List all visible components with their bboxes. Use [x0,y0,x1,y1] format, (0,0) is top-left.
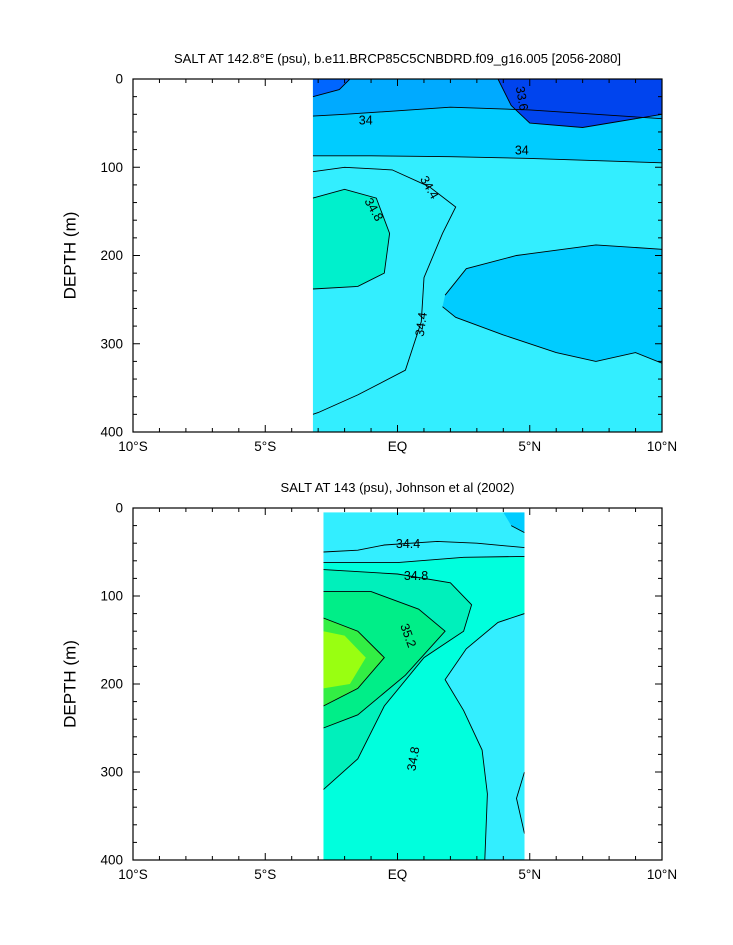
y-tick-label-3: 200 [100,248,123,263]
contour-label-1: 34.4 [396,537,420,551]
x-tick-label-5: 10°N [647,867,677,882]
contour-line-8 [444,244,662,296]
contour-label-2: 34 [359,113,373,127]
y-tick-label-2: 100 [100,589,123,604]
x-tick-label-2: 5°S [254,439,276,454]
x-tick-label-4: 5°N [518,867,541,882]
x-tick-label-1: 10°S [118,867,147,882]
salinity-region-4 [312,79,350,97]
x-tick-label-3: EQ [388,439,408,454]
contour-line-3 [510,525,525,533]
contour-line-1 [323,540,525,553]
axis-ticks [132,507,663,861]
salinity-region-7 [442,244,662,364]
y-tick-label-2: 100 [100,160,123,175]
salinity-region-5 [498,79,662,128]
contour-label-1: 33.6 [513,85,531,111]
x-tick-label-5: 10°N [647,439,677,454]
contour-line-8 [516,771,525,834]
salinity-field [323,512,525,861]
contour-line-9 [442,306,662,364]
chart-panel-2: 34.434.835.234.810°S 5°S EQ 5°N 10°N01002003… [61,480,678,882]
salinity-region-2 [323,512,525,563]
salinity-region-6 [312,189,390,289]
y-tick-label-3: 200 [100,677,123,692]
contour-line-5 [312,166,457,415]
contour-line-2 [323,555,525,564]
contour-line-6 [312,188,391,290]
contour-label-3: 34 [515,143,529,157]
contour-line-3 [312,155,662,164]
contour-line-6 [323,617,385,707]
chart-title: SALT AT 143 (psu), Johnson et al (2002) [281,480,515,495]
salinity-region-6 [323,591,446,728]
contour-line-7 [444,613,525,861]
y-tick-label-1: 0 [115,72,123,87]
contour-line-1 [497,79,662,128]
contour-label-7: 34.4 [413,311,430,337]
salinity-field [312,79,662,432]
y-tick-label-4: 300 [100,765,123,780]
x-tick-label-4: 5°N [518,439,541,454]
y-tick-label-1: 0 [115,501,123,516]
axis-ticks [132,78,663,433]
salinity-region-3 [503,512,525,533]
salinity-region-8 [323,631,366,689]
x-tick-label-3: EQ [388,867,408,882]
y-tick-label-4: 300 [100,336,123,351]
chart-title: SALT AT 142.8°E (psu), b.e11.BRCP85C5CNB… [174,51,621,66]
contour-line-5 [323,591,446,729]
x-tick-label-1: 10°S [118,439,147,454]
y-tick-label-5: 400 [100,853,123,868]
contour-line-4 [312,79,351,98]
y-tick-label-5: 400 [100,425,123,440]
y-axis-label: DEPTH (m) [61,212,80,300]
x-tick-label-2: 5°S [254,867,276,882]
contour-line-4 [323,569,473,790]
y-axis-label: DEPTH (m) [61,640,80,728]
contour-line-2 [312,106,662,120]
contour-label-7: 34.8 [404,746,422,772]
contour-label-2: 34.8 [404,569,428,583]
salinity-region-4 [445,613,525,860]
